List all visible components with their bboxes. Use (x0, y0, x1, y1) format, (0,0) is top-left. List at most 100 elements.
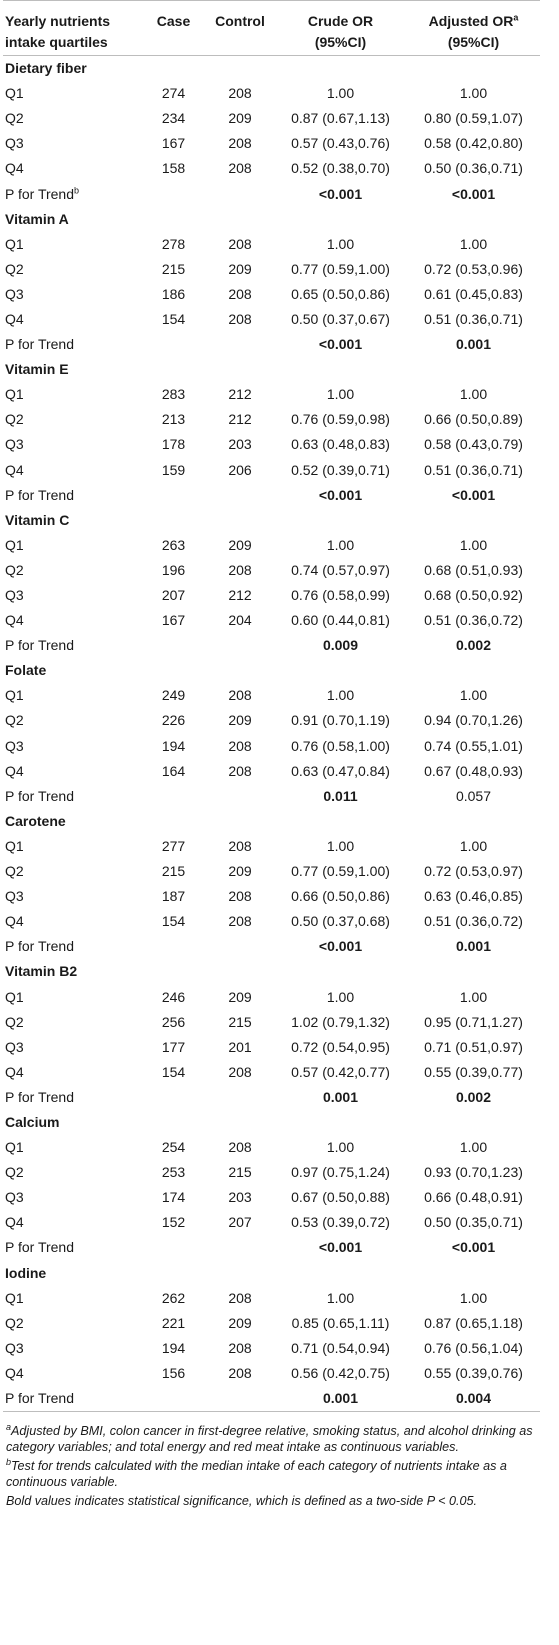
quartile-cell: Q2 (5, 260, 24, 277)
empty-cell (206, 483, 274, 508)
quartile-cell: Q2 (5, 1164, 24, 1181)
crude-or-cell: 1.00 (326, 1289, 355, 1306)
adjusted-or-cell: 1.00 (459, 85, 488, 102)
trend-row: P for Trend 0.011 0.057 (3, 784, 540, 809)
quartile-cell: Q1 (5, 536, 24, 553)
empty-cell (141, 181, 206, 206)
group-row: Iodine (3, 1261, 540, 1286)
crude-trend-cell: 0.001 (274, 1385, 407, 1413)
crude-trend-cell: 0.011 (323, 787, 358, 804)
empty-cell (206, 1085, 274, 1110)
control-cell: 215 (228, 1013, 252, 1030)
empty-cell (141, 1235, 206, 1260)
crude-or-cell: 0.87 (0.67,1.13) (291, 110, 390, 127)
crude-or-cell: 1.00 (326, 536, 355, 553)
adjusted-or-cell: 1.00 (459, 386, 488, 403)
quartile-cell: Q4 (5, 762, 24, 779)
table-row: Q3 194 208 0.71 (0.54,0.94) 0.76 (0.56,1.04) (3, 1336, 540, 1361)
quartile-cell: Q2 (5, 712, 24, 729)
adjusted-or-cell: 0.68 (0.51,0.93) (424, 561, 523, 578)
group-row: Folate (3, 658, 540, 683)
table-row: Q2 215 209 0.77 (0.59,1.00) 0.72 (0.53,0.96) (3, 257, 540, 282)
adjusted-or-cell: 0.50 (0.35,0.71) (424, 1214, 523, 1231)
case-cell: 249 (161, 687, 186, 704)
case-cell: 167 (161, 135, 186, 152)
table-row: Q1 249 208 1.00 1.00 (3, 683, 540, 708)
adjusted-trend-cell: 0.001 (455, 938, 492, 955)
quartile-cell: Q4 (5, 1063, 24, 1080)
control-cell: 206 (228, 461, 252, 478)
crude-or-cell: 0.50 (0.37,0.68) (291, 913, 390, 930)
case-cell: 158 (161, 160, 186, 177)
table-body: Dietary fiber Q1 274 208 1.00 1.00 Q2 234 209 0.8… (3, 56, 540, 1413)
adjusted-or-cell: 0.50 (0.36,0.71) (424, 160, 523, 177)
adjusted-or-cell: 0.72 (0.53,0.97) (424, 863, 523, 880)
group-row: Dietary fiber (3, 56, 540, 82)
quartile-cell: Q1 (5, 1289, 24, 1306)
crude-or-cell: 0.71 (0.54,0.94) (291, 1339, 390, 1356)
crude-trend-cell: <0.001 (318, 185, 363, 202)
group-name: Vitamin E (5, 361, 69, 378)
trend-label: P for Trend (3, 1385, 141, 1413)
table-row: Q2 234 209 0.87 (0.67,1.13) 0.80 (0.59,1.07) (3, 106, 540, 131)
control-cell: 209 (228, 110, 252, 127)
table-footnotes: aAdjusted by BMI, colon cancer in first-… (3, 1422, 536, 1509)
control-cell: 208 (228, 888, 252, 905)
case-cell: 278 (161, 235, 186, 252)
quartile-cell: Q3 (5, 1038, 24, 1055)
crude-or-cell: 0.76 (0.58,0.99) (291, 587, 390, 604)
case-cell: 194 (161, 737, 186, 754)
table-row: Q1 274 208 1.00 1.00 (3, 81, 540, 106)
crude-or-cell: 1.00 (326, 1139, 355, 1156)
case-cell: 154 (161, 913, 186, 930)
crude-or-cell: 0.63 (0.48,0.83) (291, 436, 390, 453)
adjusted-or-cell: 1.00 (459, 1289, 488, 1306)
adjusted-or-cell: 1.00 (459, 988, 488, 1005)
quartile-cell: Q1 (5, 1139, 24, 1156)
control-cell: 208 (228, 913, 252, 930)
control-cell: 209 (228, 712, 252, 729)
adjusted-or-cell: 0.71 (0.51,0.97) (424, 1038, 523, 1055)
empty-cell (206, 332, 274, 357)
adjusted-or-cell: 0.51 (0.36,0.72) (424, 612, 523, 629)
adjusted-or-cell: 0.66 (0.50,0.89) (424, 411, 523, 428)
table-row: Q3 178 203 0.63 (0.48,0.83) 0.58 (0.43,0.79) (3, 432, 540, 457)
crude-or-cell: 0.91 (0.70,1.19) (291, 712, 390, 729)
adjusted-or-cell: 0.68 (0.50,0.92) (424, 587, 523, 604)
case-cell: 154 (161, 1063, 186, 1080)
crude-or-cell: 1.00 (326, 386, 355, 403)
table-row: Q2 221 209 0.85 (0.65,1.11) 0.87 (0.65,1.18) (3, 1311, 540, 1336)
adjusted-or-cell: 0.76 (0.56,1.04) (424, 1339, 523, 1356)
control-cell: 208 (228, 762, 252, 779)
header-control: Control (215, 13, 265, 29)
group-name: Iodine (5, 1264, 47, 1281)
quartile-cell: Q4 (5, 913, 24, 930)
quartile-cell: Q2 (5, 561, 24, 578)
case-cell: 215 (161, 863, 186, 880)
trend-row: P for Trend <0.001 0.001 (3, 332, 540, 357)
crude-or-cell: 0.97 (0.75,1.24) (291, 1164, 390, 1181)
control-cell: 212 (228, 587, 252, 604)
control-cell: 208 (228, 135, 252, 152)
crude-or-cell: 0.72 (0.54,0.95) (291, 1038, 390, 1055)
adjusted-or-cell: 0.87 (0.65,1.18) (424, 1314, 523, 1331)
table-page: Yearly nutrients intake quartiles Case Co… (3, 0, 540, 1509)
table-row: Q4 167 204 0.60 (0.44,0.81) 0.51 (0.36,0.72) (3, 608, 540, 633)
case-cell: 154 (161, 310, 186, 327)
adjusted-or-cell: 0.51 (0.36,0.71) (424, 310, 523, 327)
crude-or-cell: 0.57 (0.42,0.77) (291, 1063, 390, 1080)
quartile-cell: Q3 (5, 436, 24, 453)
footnote: Bold values indicates statistical signif… (6, 1494, 477, 1509)
crude-or-cell: 0.85 (0.65,1.11) (291, 1314, 390, 1331)
quartile-cell: Q4 (5, 1214, 24, 1231)
quartile-cell: Q3 (5, 135, 24, 152)
adjusted-or-cell: 0.63 (0.46,0.85) (424, 888, 523, 905)
adjusted-trend-cell: <0.001 (451, 1239, 496, 1256)
control-cell: 215 (228, 1164, 252, 1181)
control-cell: 209 (228, 988, 252, 1005)
case-cell: 283 (161, 386, 186, 403)
adjusted-or-cell: 1.00 (459, 536, 488, 553)
control-cell: 208 (228, 310, 252, 327)
case-cell: 194 (161, 1339, 186, 1356)
empty-cell (141, 934, 206, 959)
